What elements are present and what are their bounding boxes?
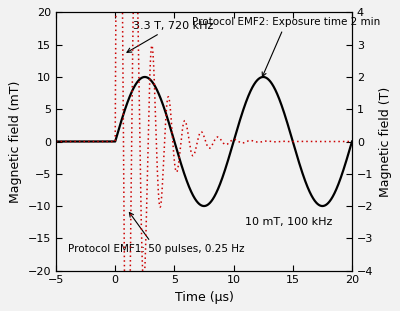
Text: Protocol EMF1: 50 pulses, 0.25 Hz: Protocol EMF1: 50 pulses, 0.25 Hz [68, 212, 244, 254]
Text: 10 mT, 100 kHz: 10 mT, 100 kHz [246, 217, 333, 227]
X-axis label: Time (μs): Time (μs) [174, 291, 234, 304]
Y-axis label: Magnetic field (T): Magnetic field (T) [379, 86, 392, 197]
Text: Protocol EMF2: Exposure time 2 min: Protocol EMF2: Exposure time 2 min [192, 16, 380, 77]
Text: 3.3 T, 720 kHz: 3.3 T, 720 kHz [127, 21, 213, 52]
Y-axis label: Magnetic field (mT): Magnetic field (mT) [9, 80, 22, 203]
